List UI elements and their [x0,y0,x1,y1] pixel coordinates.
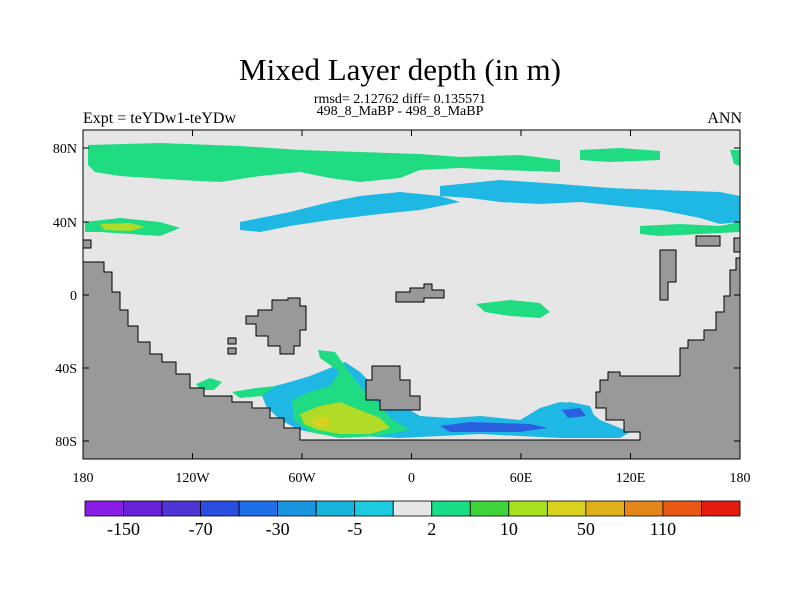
map-panel [82,129,741,460]
north-green-patch [580,148,660,162]
east-green-band [640,222,740,236]
land-islet-1 [227,337,237,345]
x-tick-label: 180 [73,471,94,486]
y-tick-label: 40N [53,216,77,231]
colorbar [84,500,741,517]
land-equator-island [395,283,445,303]
colorbar-swatch [431,500,471,517]
y-axis: 80N 40N 0 40S 80S [53,142,740,450]
y-tick-label: 40S [55,362,77,377]
colorbar-swatch [354,500,394,517]
colorbar-label: -30 [266,519,290,539]
x-axis: 180 120W 60W 0 60E 120E 180 [73,130,751,486]
colorbar-label: 2 [427,519,436,539]
land-central-continent [245,297,307,355]
land-americas [82,257,741,460]
south-indian-blue-spot [562,408,586,418]
y-tick-label: 0 [70,289,77,304]
southern-gold-spot [312,416,332,428]
north-green-edge [730,150,740,166]
land-islet-3 [82,239,92,249]
colorbar-swatch [277,500,317,517]
y-tick-label: 80N [53,142,77,157]
land-northeast-island [659,249,677,301]
stats-subtitle: rmsd= 2.12762 diff= 0.135571 [313,92,487,107]
colorbar-label: -70 [189,519,213,539]
x-tick-label: 120E [616,471,646,486]
colorbar-swatch [161,500,201,517]
southern-blue-streak [440,422,548,432]
colorbar-label: -150 [107,519,140,539]
pacific-cyan-band [440,180,740,224]
land-masses [82,235,741,460]
colorbar-swatch [662,500,702,517]
atlantic-cyan-band [240,192,460,232]
x-tick-label: 0 [408,471,415,486]
colorbar-label: 110 [650,519,676,539]
colorbar-swatch [315,500,356,517]
case-subtitle: 498_8_MaBP - 498_8_MaBP [316,104,484,119]
colorbar-swatch [701,500,741,517]
colorbar-swatch [238,500,279,517]
north-green-band [88,143,560,182]
colorbar-swatch [585,500,625,517]
southwest-green-patch [196,378,222,390]
colorbar-swatch [200,500,240,517]
x-tick-label: 120W [175,471,210,486]
chart-title: Mixed Layer depth (in m) [239,52,561,87]
colorbar-label: 50 [577,519,595,539]
land-south-island [365,365,421,411]
colorbar-swatch [392,500,433,517]
west-yellow-patch [100,223,145,231]
experiment-label: Expt = teYDw1-teYDw [83,110,236,127]
x-tick-label: 60E [510,471,533,486]
colorbar-label: 10 [500,519,518,539]
land-northeast-block [695,235,721,247]
x-tick-label: 180 [730,471,751,486]
y-tick-label: 80S [55,435,77,450]
period-label: ANN [707,110,742,127]
equatorial-green-streak [476,300,550,318]
colorbar-swatch [546,500,587,517]
colorbar-labels: -150 -70 -30 -5 2 10 50 110 [107,519,676,539]
colorbar-swatch [84,500,124,517]
colorbar-swatch [123,500,163,517]
land-northeast-coast [733,237,741,253]
colorbar-label: -5 [347,519,362,539]
colorbar-swatch [508,500,548,517]
land-islet-2 [227,347,237,355]
colorbar-swatch [469,500,510,517]
south-atlantic-green-stripe [232,386,276,398]
x-tick-label: 60W [288,471,316,486]
colorbar-swatch [624,500,664,517]
